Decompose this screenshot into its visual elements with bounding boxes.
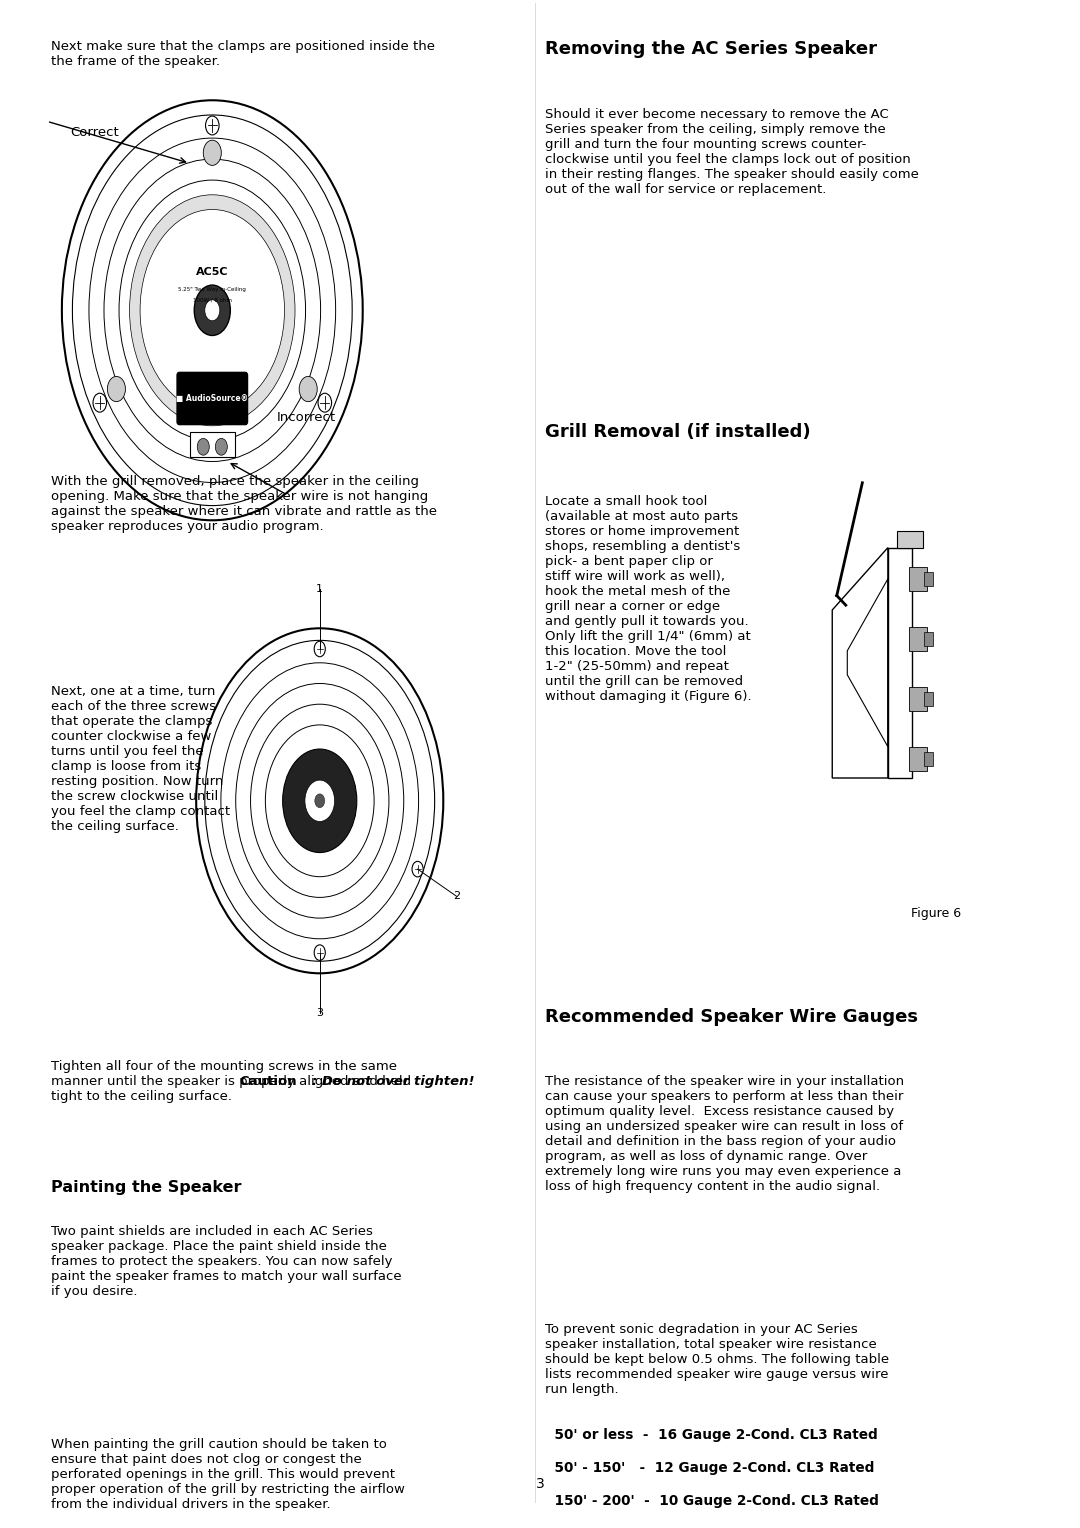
Circle shape	[93, 393, 107, 413]
Text: Figure 6: Figure 6	[910, 908, 961, 920]
Circle shape	[194, 286, 230, 336]
Text: Correct: Correct	[70, 125, 119, 139]
Circle shape	[205, 299, 220, 321]
Circle shape	[283, 749, 356, 853]
FancyBboxPatch shape	[909, 567, 927, 591]
Circle shape	[314, 795, 325, 808]
Circle shape	[314, 642, 325, 657]
Text: Caution: Caution	[239, 1076, 297, 1088]
Circle shape	[198, 439, 210, 455]
Polygon shape	[896, 530, 922, 547]
Text: 2: 2	[453, 891, 460, 902]
Text: 100W / 8 ohm: 100W / 8 ohm	[193, 298, 232, 303]
Circle shape	[140, 209, 284, 411]
Text: With the grill removed, place the speaker in the ceiling
opening. Make sure that: With the grill removed, place the speake…	[51, 475, 437, 533]
FancyBboxPatch shape	[177, 373, 247, 425]
Text: 50' or less  -  16 Gauge 2-Cond. CL3 Rated: 50' or less - 16 Gauge 2-Cond. CL3 Rated	[545, 1427, 878, 1442]
Text: : Do not over tighten!: : Do not over tighten!	[312, 1076, 475, 1088]
Text: Incorrect: Incorrect	[276, 411, 336, 423]
Circle shape	[318, 393, 332, 413]
Circle shape	[413, 862, 423, 877]
Text: 3: 3	[316, 1008, 323, 1018]
Text: When painting the grill caution should be taken to
ensure that paint does not cl: When painting the grill caution should b…	[51, 1438, 405, 1511]
Text: Should it ever become necessary to remove the AC
Series speaker from the ceiling: Should it ever become necessary to remov…	[545, 108, 919, 196]
Circle shape	[215, 439, 227, 455]
Circle shape	[305, 781, 335, 822]
Text: Painting the Speaker: Painting the Speaker	[51, 1180, 242, 1195]
FancyBboxPatch shape	[909, 747, 927, 770]
Circle shape	[107, 376, 125, 402]
Text: 3: 3	[536, 1478, 544, 1491]
FancyBboxPatch shape	[924, 631, 933, 646]
Text: Tighten all four of the mounting screws in the same
manner until the speaker is : Tighten all four of the mounting screws …	[51, 1060, 411, 1103]
Text: AC5C: AC5C	[197, 267, 229, 278]
Text: ■ AudioSource®: ■ AudioSource®	[176, 394, 248, 403]
Text: The resistance of the speaker wire in your installation
can cause your speakers : The resistance of the speaker wire in yo…	[545, 1076, 904, 1193]
Text: Next, one at a time, turn
each of the three screws
that operate the clamps
count: Next, one at a time, turn each of the th…	[51, 685, 230, 833]
Text: Two paint shields are included in each AC Series
speaker package. Place the pain: Two paint shields are included in each A…	[51, 1225, 402, 1299]
FancyBboxPatch shape	[909, 626, 927, 651]
Circle shape	[205, 116, 219, 134]
Text: 50' - 150'   -  12 Gauge 2-Cond. CL3 Rated: 50' - 150' - 12 Gauge 2-Cond. CL3 Rated	[545, 1461, 875, 1475]
Text: 1: 1	[316, 584, 323, 593]
FancyBboxPatch shape	[924, 692, 933, 706]
Circle shape	[130, 194, 295, 426]
FancyBboxPatch shape	[924, 752, 933, 766]
FancyBboxPatch shape	[190, 432, 234, 457]
Text: Next make sure that the clamps are positioned inside the
the frame of the speake: Next make sure that the clamps are posit…	[51, 40, 435, 69]
Text: 5.25" Two Way In-Ceiling: 5.25" Two Way In-Ceiling	[178, 287, 246, 292]
Text: Grill Removal (if installed): Grill Removal (if installed)	[545, 423, 811, 440]
Text: Recommended Speaker Wire Gauges: Recommended Speaker Wire Gauges	[545, 1008, 918, 1025]
Circle shape	[299, 376, 318, 402]
Text: 150' - 200'  -  10 Gauge 2-Cond. CL3 Rated: 150' - 200' - 10 Gauge 2-Cond. CL3 Rated	[545, 1494, 879, 1508]
Circle shape	[203, 141, 221, 165]
Circle shape	[314, 944, 325, 961]
FancyBboxPatch shape	[909, 686, 927, 711]
FancyBboxPatch shape	[924, 571, 933, 587]
Text: To prevent sonic degradation in your AC Series
speaker installation, total speak: To prevent sonic degradation in your AC …	[545, 1323, 890, 1395]
Text: Locate a small hook tool
(available at most auto parts
stores or home improvemen: Locate a small hook tool (available at m…	[545, 495, 752, 703]
Text: Removing the AC Series Speaker: Removing the AC Series Speaker	[545, 40, 877, 58]
